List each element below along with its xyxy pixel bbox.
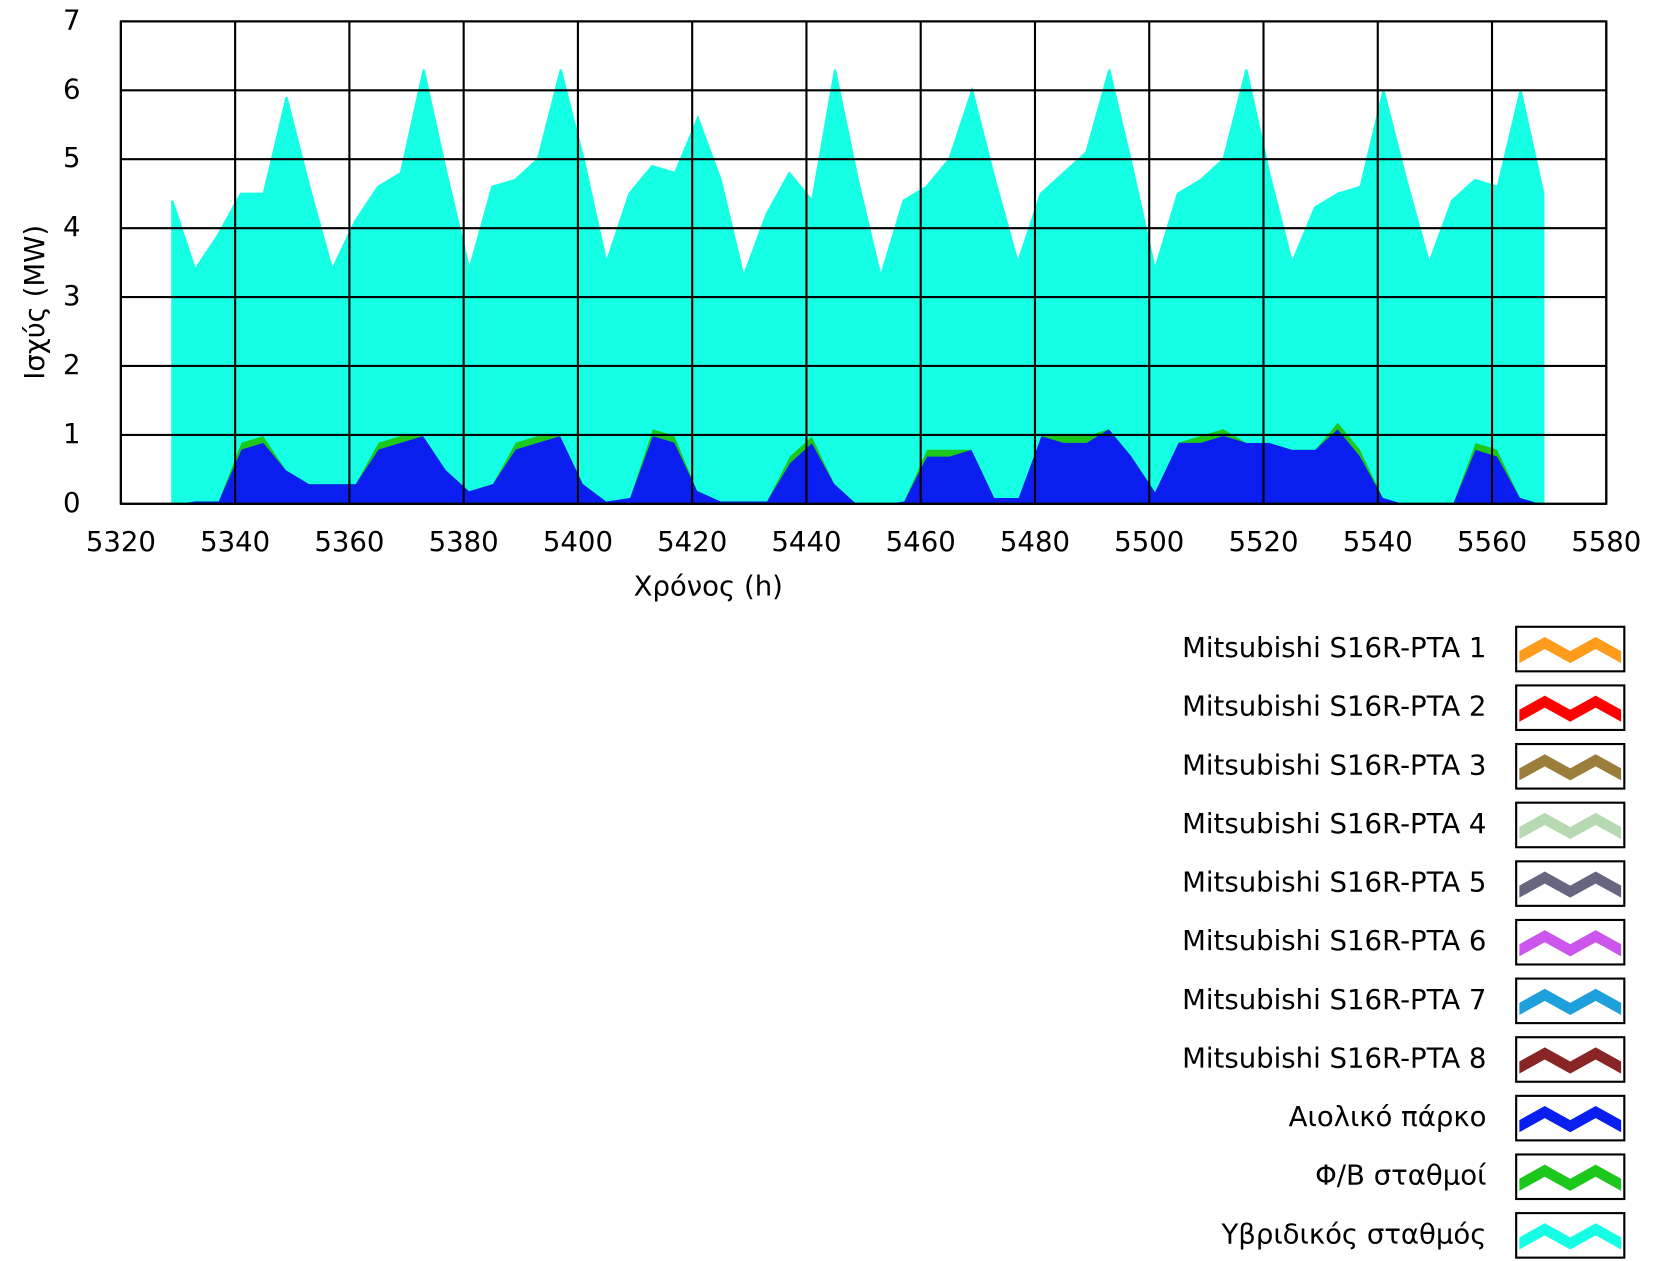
x-tick-label: 5400	[543, 526, 613, 558]
legend-label: Mitsubishi S16R-PTA 1	[1182, 632, 1486, 664]
x-tick-label: 5540	[1343, 526, 1413, 558]
legend-icon	[1519, 695, 1622, 722]
x-tick-label: 5420	[657, 526, 727, 558]
legend-label: Υβριδικός σταθμός	[1220, 1218, 1486, 1250]
y-tick-label: 3	[63, 280, 81, 312]
legend-label: Αιολικό πάρκο	[1289, 1101, 1487, 1133]
x-tick-label: 5460	[886, 526, 956, 558]
y-tick-label: 1	[63, 418, 81, 450]
legend-icon	[1519, 636, 1622, 664]
legend-icon	[1519, 1164, 1622, 1191]
legend-icon	[1519, 930, 1622, 957]
legend-label: Mitsubishi S16R-PTA 8	[1182, 1042, 1486, 1074]
x-tick-label: 5340	[200, 526, 270, 558]
legend-label: Mitsubishi S16R-PTA 5	[1182, 867, 1486, 899]
x-tick-label: 5320	[86, 526, 156, 558]
y-tick-label: 7	[63, 4, 81, 36]
legend-icon	[1519, 812, 1622, 840]
y-tick-label: 4	[63, 211, 81, 243]
legend-icon	[1519, 754, 1622, 781]
y-tick-label: 6	[63, 73, 81, 105]
x-tick-label: 5380	[429, 526, 499, 558]
legend-icon	[1519, 988, 1622, 1015]
y-tick-label: 2	[63, 349, 81, 381]
legend-label: Mitsubishi S16R-PTA 4	[1182, 808, 1486, 840]
legend-icon	[1519, 1047, 1622, 1074]
legend-label: Mitsubishi S16R-PTA 3	[1182, 749, 1486, 781]
plot-frame	[119, 20, 1608, 505]
legend-icon	[1519, 1223, 1622, 1250]
x-tick-label: 5580	[1571, 526, 1641, 558]
legend-label: Mitsubishi S16R-PTA 6	[1182, 925, 1486, 957]
legend-label: Φ/Β σταθμοί	[1315, 1160, 1486, 1192]
x-tick-label: 5520	[1228, 526, 1298, 558]
legend-icon	[1519, 1106, 1622, 1133]
legend-label: Mitsubishi S16R-PTA 7	[1182, 984, 1486, 1016]
x-tick-label: 5500	[1114, 526, 1184, 558]
y-tick-label: 5	[63, 142, 81, 174]
x-tick-label: 5360	[314, 526, 384, 558]
legend-label: Mitsubishi S16R-PTA 2	[1182, 691, 1486, 723]
x-axis-title: Χρόνος (h)	[634, 571, 783, 603]
x-tick-label: 5440	[771, 526, 841, 558]
y-tick-label: 0	[63, 487, 81, 519]
x-tick-label: 5560	[1457, 526, 1527, 558]
y-axis-title: Ισχύς (MW)	[19, 225, 51, 380]
x-tick-label: 5480	[1000, 526, 1070, 558]
legend-icon	[1519, 871, 1622, 898]
